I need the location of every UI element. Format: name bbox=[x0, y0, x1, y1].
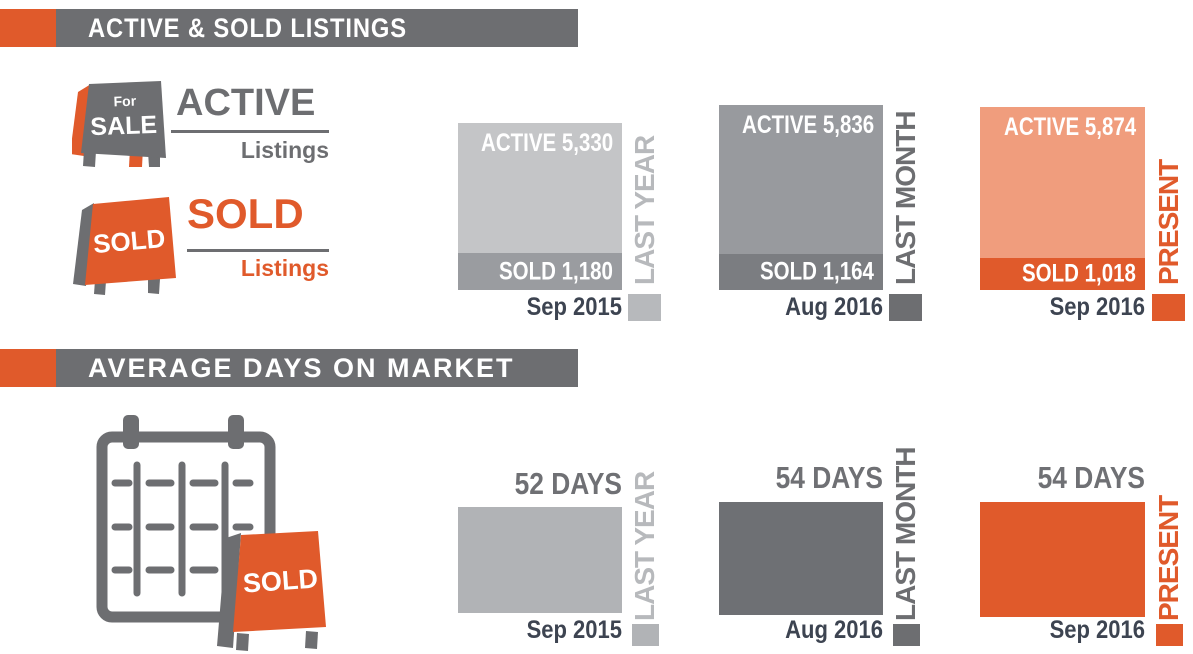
section-header-days-on-market: AVERAGE DAYS ON MARKET bbox=[0, 349, 578, 387]
sold-count-label: SOLD 1,164 bbox=[760, 257, 874, 286]
period-label-present: PRESENT bbox=[1153, 495, 1184, 621]
legend-sold-rule bbox=[187, 249, 329, 252]
period-swatch bbox=[628, 294, 661, 321]
period-swatch bbox=[889, 294, 922, 321]
date-label: Aug 2016 bbox=[785, 616, 883, 644]
sold-count-label: SOLD 1,180 bbox=[499, 257, 613, 285]
period-swatch bbox=[632, 624, 659, 646]
sold-strip: SOLD 1,180 bbox=[458, 253, 622, 290]
legend-sold-subtitle: Listings bbox=[240, 255, 329, 281]
sold-sign-label: SOLD bbox=[92, 223, 167, 259]
sold-count-label: SOLD 1,018 bbox=[1022, 259, 1136, 288]
legend-active-subtitle: Listings bbox=[240, 137, 329, 163]
listings-bar-last-year: ACTIVE 5,330 SOLD 1,180 bbox=[458, 123, 622, 290]
days-bar-last-year bbox=[458, 507, 622, 613]
days-value-label: 54 DAYS bbox=[775, 460, 883, 495]
active-count-label: ACTIVE 5,330 bbox=[480, 129, 613, 157]
legend-active-rule bbox=[171, 130, 329, 133]
header-accent-square bbox=[0, 9, 56, 47]
section-title-listings: ACTIVE & SOLD LISTINGS bbox=[88, 13, 408, 43]
legend-sold-title: SOLD bbox=[187, 190, 304, 237]
listings-bar-present: ACTIVE 5,874 SOLD 1,018 bbox=[980, 107, 1145, 290]
calendar-sold-sign-icon: SOLD bbox=[217, 531, 326, 651]
days-bar-last-month bbox=[719, 502, 883, 615]
date-label: Sep 2015 bbox=[526, 616, 622, 644]
active-count-label: ACTIVE 5,874 bbox=[1003, 113, 1136, 141]
date-label: Sep 2015 bbox=[526, 293, 622, 321]
period-label-last-month: LAST MONTH bbox=[890, 447, 921, 621]
active-count-label: ACTIVE 5,836 bbox=[741, 111, 874, 139]
date-label: Sep 2016 bbox=[1049, 293, 1145, 321]
date-label: Aug 2016 bbox=[785, 293, 883, 321]
period-swatch bbox=[1156, 624, 1183, 646]
days-value-label: 54 DAYS bbox=[1037, 460, 1145, 495]
section-header-listings: ACTIVE & SOLD LISTINGS bbox=[0, 9, 578, 47]
date-label: Sep 2016 bbox=[1049, 616, 1145, 644]
section-title-days-on-market: AVERAGE DAYS ON MARKET bbox=[88, 353, 515, 383]
for-sale-sign-line1: For bbox=[113, 93, 137, 110]
period-label-present: PRESENT bbox=[1153, 159, 1184, 285]
period-label-last-year: LAST YEAR bbox=[629, 135, 660, 285]
listings-bar-last-month: ACTIVE 5,836 SOLD 1,164 bbox=[719, 105, 883, 290]
for-sale-sign-line2: SALE bbox=[90, 111, 158, 141]
days-value-label: 52 DAYS bbox=[514, 466, 622, 501]
period-label-last-month: LAST MONTH bbox=[890, 111, 921, 285]
header-accent-square bbox=[0, 349, 56, 387]
calendar-icon: SOLD bbox=[96, 415, 326, 651]
calendar-sold-sign-label: SOLD bbox=[242, 563, 319, 598]
days-bar-present bbox=[980, 502, 1145, 617]
period-swatch bbox=[893, 624, 920, 646]
sold-sign-icon: SOLD bbox=[73, 197, 176, 295]
sold-strip: SOLD 1,164 bbox=[719, 254, 883, 290]
period-swatch bbox=[1152, 294, 1185, 321]
sold-strip: SOLD 1,018 bbox=[980, 258, 1145, 290]
period-label-last-year: LAST YEAR bbox=[629, 471, 660, 621]
for-sale-sign-icon: For SALE bbox=[72, 81, 166, 167]
legend-active-title: ACTIVE bbox=[176, 82, 316, 124]
